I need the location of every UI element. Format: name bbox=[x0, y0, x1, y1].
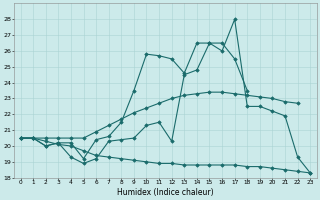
X-axis label: Humidex (Indice chaleur): Humidex (Indice chaleur) bbox=[117, 188, 214, 197]
